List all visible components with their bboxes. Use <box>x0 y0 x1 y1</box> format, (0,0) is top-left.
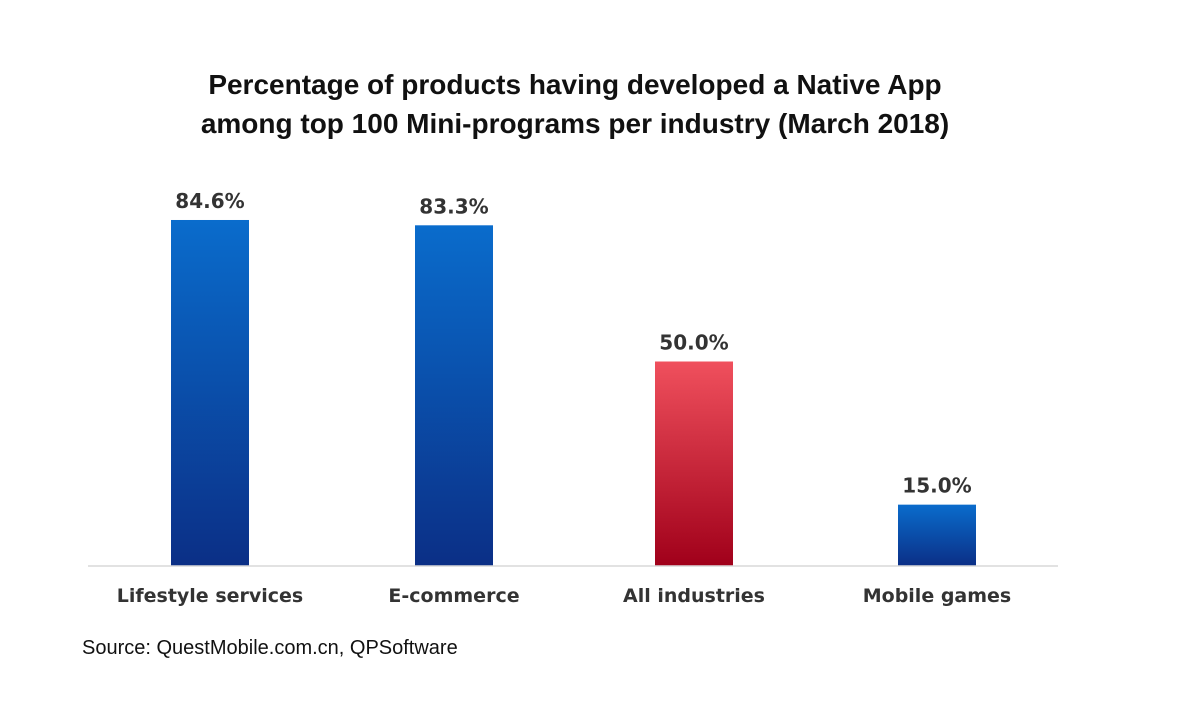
x-tick-label-e-commerce: E-commerce <box>388 585 519 607</box>
bar-mobile-games <box>898 504 976 566</box>
bar-e-commerce <box>415 225 493 567</box>
x-tick-labels-group: Lifestyle services E-commerce All industri… <box>117 585 1012 607</box>
data-label-e-commerce: 83.3% <box>419 194 488 218</box>
x-tick-label-lifestyle-services: Lifestyle services <box>117 585 303 607</box>
x-tick-label-all-industries: All industries <box>623 585 765 607</box>
source-note: Source: QuestMobile.com.cn, QPSoftware <box>82 637 458 659</box>
chart-title-line-2: among top 100 Mini-programs per industry… <box>201 108 949 139</box>
x-tick-label-mobile-games: Mobile games <box>863 585 1012 607</box>
data-label-all-industries: 50.0% <box>659 331 728 355</box>
data-label-lifestyle-services: 84.6% <box>175 189 244 213</box>
bars-group <box>171 219 976 567</box>
bar-all-industries <box>655 361 733 566</box>
data-label-mobile-games: 15.0% <box>902 474 971 498</box>
chart-title-line-1: Percentage of products having developed … <box>208 69 941 100</box>
bar-lifestyle-services <box>171 219 249 566</box>
data-labels-group: 84.6% 83.3% 50.0% 15.0% <box>175 189 971 498</box>
